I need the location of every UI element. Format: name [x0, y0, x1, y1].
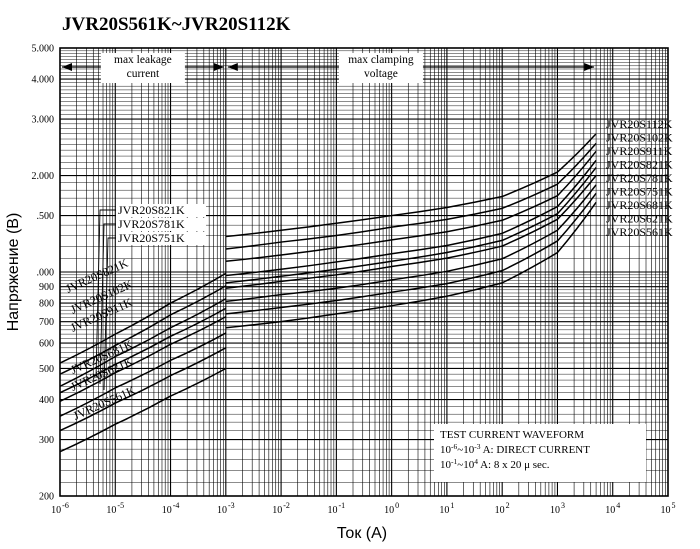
x-tick-label: 10-6 — [51, 501, 69, 516]
clamping-line-jvr20s102k — [225, 142, 597, 250]
y-tick-label: .000 — [37, 268, 55, 279]
callout-label-bg — [116, 232, 206, 245]
x-tick-label: 100 — [384, 501, 399, 516]
clamping-series-label: JVR20S751K — [606, 185, 673, 199]
callout-label-bg — [116, 218, 206, 231]
callout-leader-line — [103, 237, 116, 391]
region-markers: max leakage current max clamping voltage — [62, 53, 595, 83]
region-label: current — [127, 68, 160, 80]
leakage-line-jvr20s102k — [59, 307, 227, 394]
callout-label-bg — [116, 204, 206, 217]
clamping-line-jvr20s751k — [225, 175, 597, 289]
axis-ticks: 10-6 10-5 10-4 10-3 10-2 10-1 100 101 102 103 104 1… — [32, 44, 676, 517]
leakage-line-jvr20s751k — [59, 298, 227, 387]
y-tick-label: 600 — [39, 339, 54, 350]
arrow-head-right — [584, 63, 595, 71]
note-bg — [434, 424, 646, 482]
region-label-bg — [338, 53, 423, 83]
y-tick-label: 400 — [39, 395, 54, 406]
y-tick-label: 2.000 — [32, 171, 55, 182]
clamping-series-label: JVR20S681K — [606, 198, 673, 212]
x-tick-label: 10-4 — [162, 501, 180, 516]
x-tick-label: 10-1 — [328, 501, 346, 516]
series-lines — [59, 133, 597, 453]
callout-leader-line — [95, 209, 116, 379]
clamping-line-jvr20s681k — [225, 184, 597, 303]
clamping-series-label: JVR20S561K — [606, 225, 673, 239]
callout-leader-line — [99, 223, 116, 385]
y-tick-label: 500 — [39, 364, 54, 375]
region-label: voltage — [364, 68, 398, 80]
y-tick-label: 200 — [39, 492, 54, 503]
clamping-line-jvr20s561k — [225, 201, 597, 329]
arrow-head-right — [213, 63, 224, 71]
x-tick-label: 103 — [550, 501, 565, 516]
leakage-line-jvr20s681k — [59, 332, 227, 417]
callout-series-label: JVR20S821K — [118, 203, 185, 217]
clamping-series-label: JVR20S821K — [606, 158, 673, 172]
x-tick-label: 10-2 — [272, 501, 290, 516]
region-label: max clamping — [348, 54, 414, 66]
clamping-line-jvr20s911k — [225, 150, 597, 263]
leakage-line-jvr20s621k — [59, 347, 227, 432]
y-tick-label: .500 — [37, 211, 55, 222]
leakage-line-jvr20s561k — [59, 367, 227, 453]
chart-title: JVR20S561K~JVR20S112K — [62, 14, 291, 35]
y-tick-label: 3.000 — [32, 115, 55, 126]
callout-series-label: JVR20S751K — [118, 231, 185, 245]
arrow-head-left — [227, 63, 238, 71]
region-label: max leakage — [114, 54, 172, 66]
leakage-line-jvr20s821k — [59, 272, 227, 364]
callout-series-label: JVR20S781K — [118, 217, 185, 231]
note-title: TEST CURRENT WAVEFORM — [440, 429, 584, 441]
y-tick-label: 4.000 — [32, 75, 55, 86]
y-tick-label: 900 — [39, 282, 54, 293]
arrow-head-left — [62, 63, 72, 71]
x-tick-label: 105 — [661, 501, 676, 516]
y-tick-label: 5.000 — [32, 44, 55, 55]
note-line: 10-6~10-3 A: DIRECT CURRENT — [440, 442, 590, 456]
clamping-line-jvr20s621k — [225, 192, 597, 315]
x-axis-label: Ток (А) — [337, 525, 387, 542]
x-tick-label: 10-3 — [217, 501, 235, 516]
clamping-line-jvr20s821k — [225, 159, 597, 277]
clamping-series-label: JVR20S911K — [606, 144, 673, 158]
clamping-series-label: JVR20S102K — [606, 131, 673, 145]
clamping-line-jvr20s781k — [225, 166, 597, 284]
leakage-line-jvr20s781k — [59, 285, 227, 375]
x-tick-label: 104 — [605, 501, 620, 516]
x-tick-label: 102 — [495, 501, 510, 516]
x-tick-label: 10-5 — [106, 501, 124, 516]
clamping-series-label: JVR20S621K — [606, 212, 673, 226]
x-tick-label: 101 — [439, 501, 454, 516]
region-label-bg — [100, 53, 185, 83]
y-axis-label: Напряжение (В) — [5, 213, 22, 332]
clamping-line-jvr20s112k — [225, 133, 597, 238]
y-tick-label: 700 — [39, 317, 54, 328]
clamping-series-label: JVR20S112K — [606, 117, 673, 131]
y-tick-label: 300 — [39, 435, 54, 446]
clamping-series-label: JVR20S781K — [606, 171, 673, 185]
leakage-line-jvr20s911k — [59, 316, 227, 402]
y-tick-label: 800 — [39, 299, 54, 310]
note-line: 10-1~104 A: 8 x 20 μ sec. — [440, 457, 550, 471]
